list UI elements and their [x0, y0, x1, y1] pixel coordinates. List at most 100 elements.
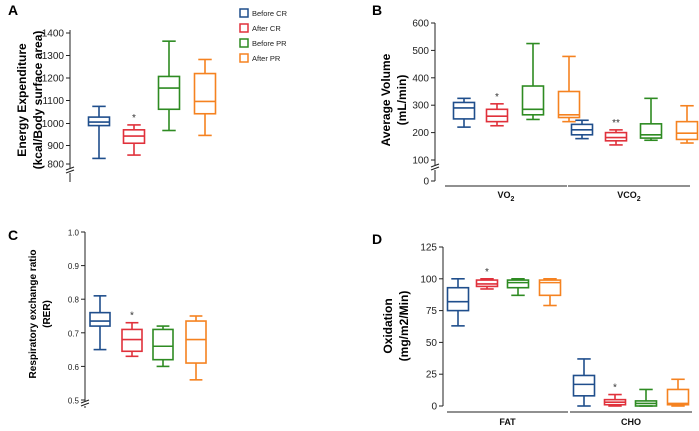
y-tick-label: 1400: [42, 29, 65, 40]
y-tick-label: 0: [431, 402, 437, 413]
axis-break-mark: [80, 402, 90, 407]
y-tick-label: 600: [412, 19, 429, 30]
box-plot-after-pr: [185, 315, 207, 381]
box-iqr: [521, 85, 545, 116]
panel-a-ylabel-line1: Energy Expenditure: [15, 43, 29, 157]
panel-b-ylabel-line1: Average Volume: [379, 53, 393, 146]
y-tick-label: 300: [412, 101, 429, 112]
y-tick-label: 0.5: [68, 397, 80, 406]
box-iqr: [604, 131, 628, 142]
panel-d-ylabel-line2: (mg/m2/Min): [397, 291, 411, 362]
axis-break-mark: [430, 163, 440, 168]
y-tick-label: 1100: [42, 96, 64, 107]
legend-swatch-after-cr: [239, 23, 249, 33]
box-iqr: [89, 311, 111, 327]
significance-star: *: [613, 383, 617, 394]
significance-star: *: [485, 267, 489, 278]
legend-swatch-before-cr: [239, 8, 249, 18]
box-plot-after-cr: *: [485, 92, 509, 127]
box-plot-after-cr: *: [475, 267, 499, 290]
y-tick-label: 1200: [42, 74, 65, 85]
y-tick-label: 0.8: [68, 296, 80, 305]
box-plot-before-pr: [634, 388, 658, 407]
box-plot-before-pr: [506, 277, 530, 297]
box-plot-after-cr: *: [603, 383, 627, 407]
group-label: FAT: [499, 417, 516, 427]
box-plot-after-pr: [675, 104, 699, 144]
panel-a: Energy Expenditure (kcal/Body surface ar…: [15, 29, 217, 182]
group-label: VCO2: [617, 190, 641, 203]
box-plot-after-pr: [557, 55, 581, 123]
panel-c: Respiratory exchange ratio (RER) 0.5 0.6 0…: [28, 229, 207, 408]
box-iqr: [557, 90, 581, 119]
y-tick-label: 75: [426, 306, 438, 317]
panel-c-ylabel-line2: (RER): [42, 300, 53, 328]
box-iqr: [506, 279, 530, 289]
legend-label-before-cr: Before CR: [252, 9, 288, 18]
group-label-subscript: 2: [511, 196, 515, 203]
legend: Before CR After CR Before PR After PR: [239, 8, 288, 63]
legend-label-after-cr: After CR: [252, 24, 281, 33]
box-plot-before-cr: [446, 277, 470, 327]
panel-a-ylabel-line2: (kcal/Body surface area): [31, 31, 45, 170]
box-plot-after-cr: *: [122, 113, 146, 156]
panel-label-b: B: [372, 2, 382, 18]
legend-label-before-pr: Before PR: [252, 39, 287, 48]
y-tick-label: 1.0: [68, 229, 80, 238]
panel-d: Oxidation (mg/m2/Min) 0 25 50 75 100 125 FAT CH…: [381, 243, 692, 427]
panel-b-ylabel-line2: (mL/min): [395, 75, 409, 126]
panel-label-d: D: [372, 231, 382, 247]
y-tick-label: 400: [412, 73, 429, 84]
box-plot-after-pr: [538, 277, 562, 307]
y-tick-label: 200: [412, 128, 429, 139]
box-iqr: [675, 120, 699, 141]
box-plot-after-cr: **: [604, 118, 628, 146]
box-iqr: [185, 320, 207, 364]
box-plot-after-cr: *: [121, 311, 143, 358]
box-iqr: [121, 328, 143, 353]
box-plot-before-pr: [152, 325, 174, 368]
panel-label-a: A: [8, 2, 18, 18]
y-tick-label: 100: [412, 156, 429, 167]
box-plot-before-cr: [87, 105, 111, 160]
group-label: VO2: [498, 190, 515, 203]
y-tick-label: 800: [47, 160, 64, 171]
significance-star: *: [132, 113, 136, 124]
y-tick-label: 500: [412, 46, 429, 57]
legend-swatch-after-pr: [239, 53, 249, 63]
box-iqr: [157, 75, 181, 111]
box-plot-before-pr: [639, 97, 663, 142]
y-tick-label: 900: [47, 141, 64, 152]
y-tick-label: 50: [426, 338, 438, 349]
box-iqr: [152, 328, 174, 361]
box-plot-before-cr: [89, 295, 111, 351]
y-tick-label: 125: [420, 243, 437, 254]
box-plot-before-cr: [572, 358, 596, 407]
box-iqr: [666, 388, 690, 406]
axis-break-mark: [430, 166, 440, 171]
axis-break-mark: [80, 399, 90, 404]
box-iqr: [446, 286, 470, 312]
significance-star: **: [612, 118, 620, 129]
y-tick-label: 100: [420, 274, 437, 285]
box-plot-before-cr: [570, 119, 594, 140]
box-iqr: [538, 279, 562, 297]
box-plot-after-pr: [193, 58, 217, 137]
box-iqr: [572, 374, 596, 397]
panel-d-ylabel-line1: Oxidation: [381, 298, 395, 353]
y-tick-label: 0.7: [68, 329, 80, 338]
y-tick-label: 0.9: [68, 262, 80, 271]
box-iqr: [193, 72, 217, 115]
y-tick-label: 0: [423, 177, 429, 188]
axis-break-mark: [65, 169, 75, 174]
box-plot-before-cr: [452, 97, 476, 128]
y-tick-label: 25: [426, 370, 438, 381]
group-label-subscript: 2: [637, 196, 641, 203]
axis-break-mark: [65, 166, 75, 171]
box-plot-before-pr: [521, 42, 545, 121]
y-tick-label: 1300: [42, 51, 65, 62]
significance-star: *: [495, 92, 499, 103]
legend-label-after-pr: After PR: [252, 54, 281, 63]
box-plot-after-pr: [666, 378, 690, 407]
